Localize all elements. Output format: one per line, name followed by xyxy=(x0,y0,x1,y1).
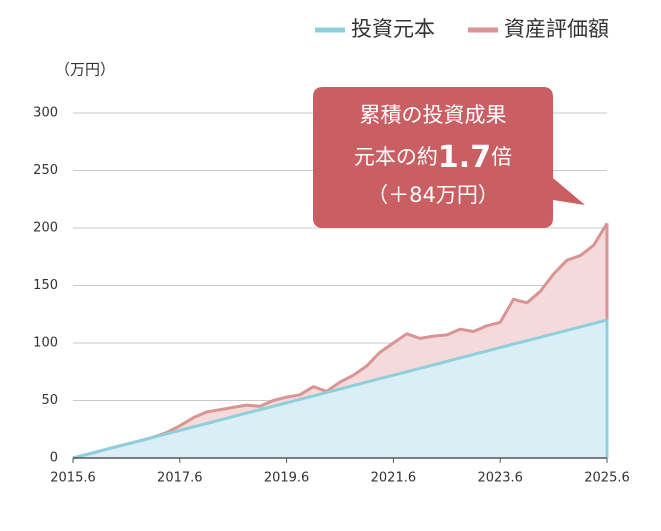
callout-line: 元本の約1.7倍 xyxy=(354,140,512,175)
y-tick-label: 150 xyxy=(33,278,58,293)
y-unit-label: （万円） xyxy=(55,61,115,79)
x-tick-label: 2015.6 xyxy=(50,471,96,486)
y-tick-label: 50 xyxy=(41,393,58,408)
callout-line: （＋84万円） xyxy=(367,183,499,207)
x-tick-label: 2017.6 xyxy=(157,471,203,486)
x-tick-label: 2023.6 xyxy=(477,471,523,486)
callout-text: 元本の約 xyxy=(354,145,438,169)
y-tick-label: 100 xyxy=(33,336,58,351)
callout-box xyxy=(313,87,585,228)
y-tick-label: 300 xyxy=(33,106,58,121)
y-tick-label: 250 xyxy=(33,163,58,178)
callout-number: 1.7 xyxy=(438,140,491,175)
x-tick-label: 2021.6 xyxy=(371,471,417,486)
y-tick-label: 0 xyxy=(50,451,58,466)
legend-label: 資産評価額 xyxy=(504,17,609,41)
y-tick-label: 200 xyxy=(33,221,58,236)
legend-label: 投資元本 xyxy=(351,17,435,41)
callout-text: 倍 xyxy=(491,145,512,169)
x-tick-label: 2025.6 xyxy=(584,471,630,486)
callout-line: 累積の投資成果 xyxy=(360,103,507,127)
series-line xyxy=(72,318,608,460)
x-tick-label: 2019.6 xyxy=(264,471,310,486)
